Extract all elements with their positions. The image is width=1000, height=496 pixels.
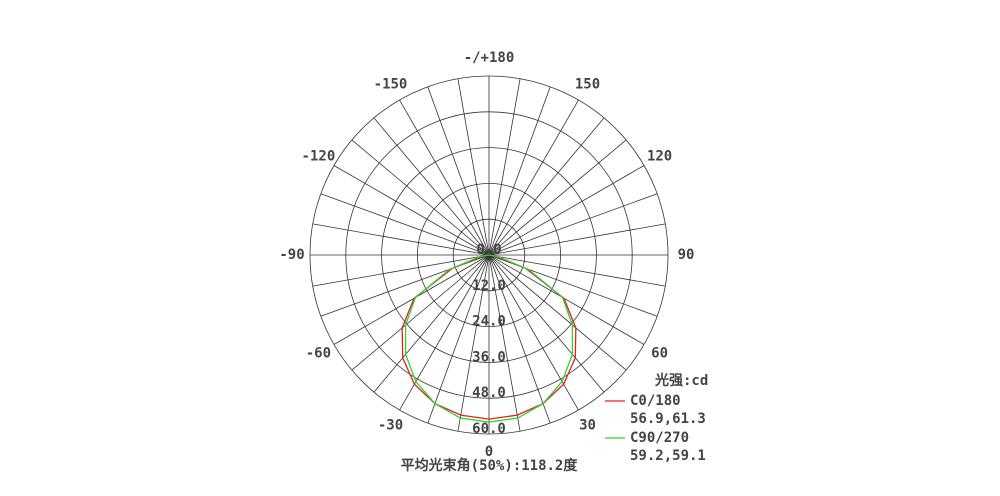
spoke (312, 254, 490, 287)
theta-tick-label: 60 (651, 346, 668, 362)
legend-label: C0/180 (630, 393, 681, 409)
legend-title: 光强:cd (654, 372, 708, 389)
spoke (488, 117, 605, 256)
spoke (488, 254, 521, 432)
r-tick-label: 60.0 (472, 421, 506, 437)
spoke (488, 223, 666, 256)
spoke (333, 165, 490, 256)
r-tick-label: 12.0 (472, 278, 506, 294)
spoke (488, 86, 551, 256)
theta-tick-label: -150 (374, 76, 408, 92)
theta-tick-label: -120 (302, 149, 336, 165)
r-tick-label: 24.0 (472, 314, 506, 330)
ring (452, 218, 526, 292)
theta-tick-label: -90 (279, 247, 304, 263)
theta-tick-label: 120 (647, 149, 672, 165)
spoke (488, 99, 579, 256)
r-tick-label: 36.0 (472, 349, 506, 365)
theta-tick-label: -60 (306, 346, 331, 362)
series-line (401, 254, 577, 420)
legend-value: 56.9,61.3 (630, 411, 706, 427)
spoke (488, 165, 645, 256)
theta-tick-label: 30 (579, 418, 596, 434)
ring (416, 182, 561, 327)
spoke (351, 254, 490, 371)
series-line (404, 254, 574, 423)
r-tick-label: 0.0 (476, 242, 501, 258)
spoke (351, 139, 490, 256)
spoke (488, 254, 605, 393)
spoke (427, 254, 490, 424)
footer: 平均光束角(50%):118.2度 (401, 457, 579, 474)
theta-tick-label: 150 (575, 76, 600, 92)
spoke (373, 254, 490, 393)
ring (381, 147, 597, 363)
theta-tick-label: 0 (485, 444, 493, 460)
ring (309, 75, 669, 435)
theta-tick-label: -30 (378, 418, 403, 434)
spoke (320, 193, 490, 256)
spoke (333, 254, 490, 345)
legend-label: C90/270 (630, 430, 689, 446)
spoke (488, 254, 666, 287)
spoke (488, 254, 645, 345)
theta-tick-label: 90 (678, 247, 695, 263)
spoke (488, 254, 627, 371)
ring (345, 111, 633, 399)
spoke (457, 78, 490, 256)
spoke (457, 254, 490, 432)
spoke (488, 254, 551, 424)
spoke (488, 193, 658, 256)
spoke (399, 99, 490, 256)
spoke (488, 139, 627, 256)
legend-value: 59.2,59.1 (630, 448, 706, 464)
r-tick-label: 48.0 (472, 385, 506, 401)
spoke (488, 78, 521, 256)
spoke (373, 117, 490, 256)
spoke (427, 86, 490, 256)
theta-tick-label: -/+180 (464, 50, 515, 66)
spoke (312, 223, 490, 256)
